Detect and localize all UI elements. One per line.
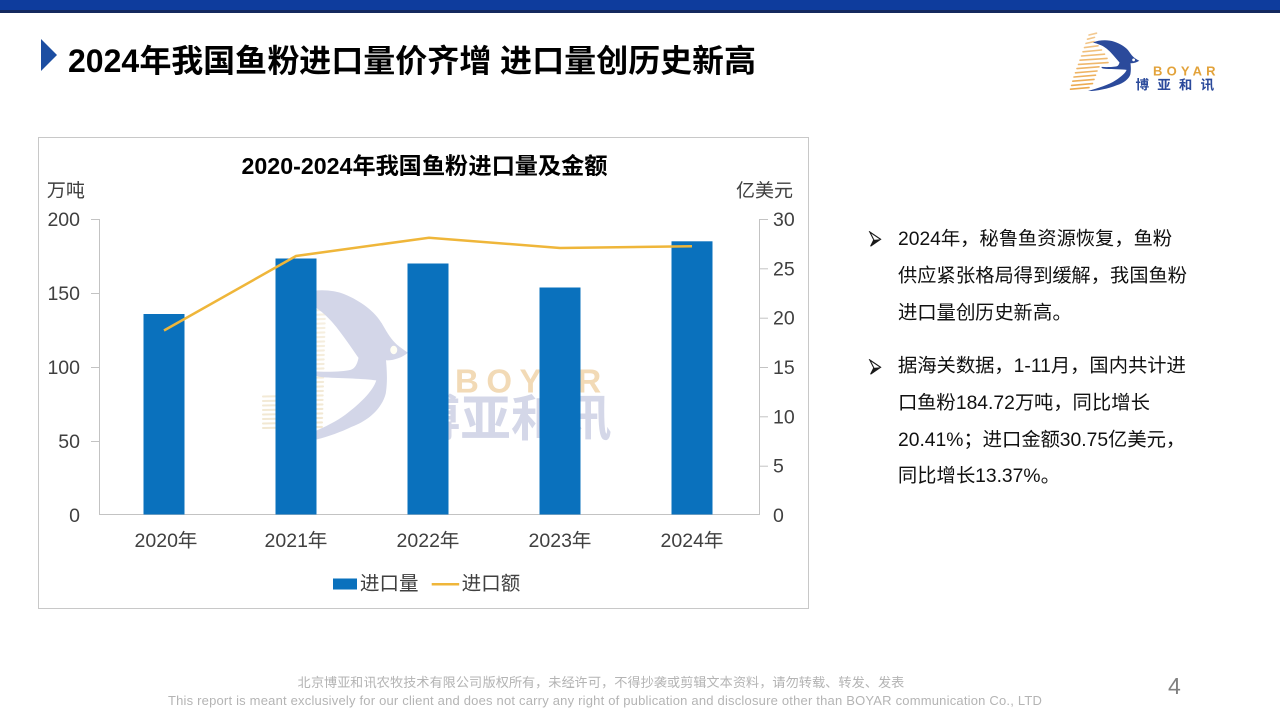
svg-text:BOYAR: BOYAR [1153, 64, 1220, 79]
svg-text:万吨: 万吨 [47, 181, 85, 202]
svg-text:进口额: 进口额 [462, 573, 521, 595]
svg-text:2020年: 2020年 [135, 530, 198, 552]
svg-text:30: 30 [773, 209, 795, 231]
svg-text:10: 10 [773, 406, 795, 428]
svg-text:5: 5 [773, 456, 784, 478]
svg-text:20: 20 [773, 308, 795, 330]
svg-text:2020-2024年我国鱼粉进口量及金额: 2020-2024年我国鱼粉进口量及金额 [242, 153, 608, 179]
svg-text:进口量: 进口量 [360, 573, 419, 595]
svg-text:50: 50 [58, 431, 80, 453]
svg-text:25: 25 [773, 258, 795, 280]
svg-text:2023年: 2023年 [529, 530, 592, 552]
svg-text:200: 200 [47, 209, 80, 231]
svg-text:2021年: 2021年 [265, 530, 328, 552]
svg-text:15: 15 [773, 357, 795, 379]
svg-text:2022年: 2022年 [397, 530, 460, 552]
svg-text:150: 150 [47, 283, 80, 305]
svg-text:100: 100 [47, 357, 80, 379]
svg-text:博亚和讯: 博亚和讯 [1136, 74, 1221, 94]
svg-text:亿美元: 亿美元 [736, 180, 793, 202]
svg-text:0: 0 [69, 505, 80, 527]
svg-text:2024年: 2024年 [661, 530, 724, 552]
svg-text:0: 0 [773, 505, 784, 527]
